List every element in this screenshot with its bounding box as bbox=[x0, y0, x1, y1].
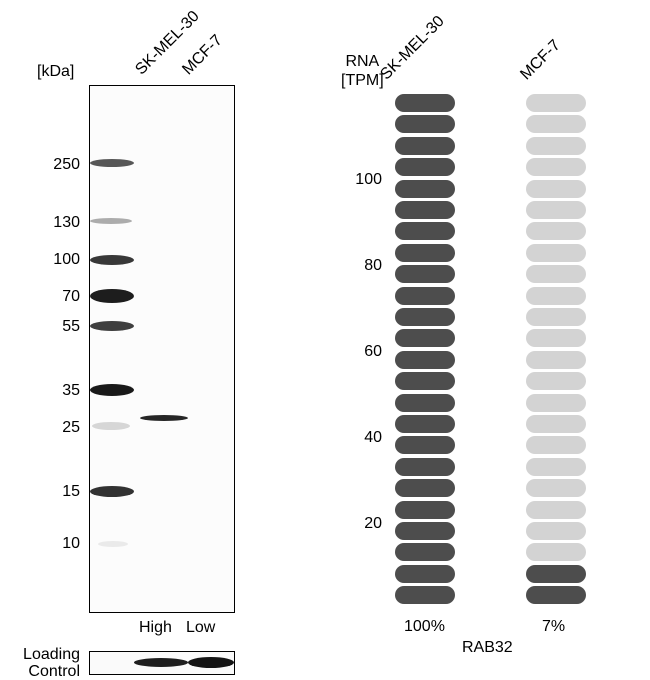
rna-segment-sk-mel-30 bbox=[395, 115, 455, 133]
rna-segment-sk-mel-30 bbox=[395, 351, 455, 369]
loading-band-mcf-7 bbox=[188, 657, 234, 668]
rna-segment-mcf-7 bbox=[526, 158, 586, 176]
rna-segment-mcf-7 bbox=[526, 522, 586, 540]
ladder-band-35 bbox=[90, 384, 134, 396]
rna-segment-mcf-7 bbox=[526, 201, 586, 219]
rna-segment-sk-mel-30 bbox=[395, 543, 455, 561]
marker-label-15: 15 bbox=[62, 483, 80, 500]
rna-axis-label: RNA [TPM] bbox=[341, 53, 384, 89]
rna-segment-mcf-7 bbox=[526, 501, 586, 519]
target-band-sk-mel-30 bbox=[140, 415, 188, 421]
rna-segment-mcf-7 bbox=[526, 394, 586, 412]
rna-segment-mcf-7 bbox=[526, 351, 586, 369]
rna-segment-sk-mel-30 bbox=[395, 586, 455, 604]
rna-segment-sk-mel-30 bbox=[395, 158, 455, 176]
rna-segment-mcf-7 bbox=[526, 137, 586, 155]
rna-segment-sk-mel-30 bbox=[395, 94, 455, 112]
rna-segment-mcf-7 bbox=[526, 115, 586, 133]
rna-sample-label-sk-mel-30: SK-MEL-30 bbox=[377, 12, 448, 84]
rna-segment-sk-mel-30 bbox=[395, 479, 455, 497]
rna-segment-sk-mel-30 bbox=[395, 308, 455, 326]
marker-label-250: 250 bbox=[53, 156, 80, 173]
rna-segment-sk-mel-30 bbox=[395, 201, 455, 219]
ladder-band-15 bbox=[90, 486, 134, 497]
ladder-band-70 bbox=[90, 289, 134, 303]
ladder-band-55 bbox=[90, 321, 134, 331]
loading-control-label: Loading Control bbox=[23, 646, 80, 680]
gene-name: RAB32 bbox=[462, 639, 513, 656]
rna-segment-mcf-7 bbox=[526, 329, 586, 347]
marker-label-55: 55 bbox=[62, 318, 80, 335]
rna-segment-mcf-7 bbox=[526, 543, 586, 561]
marker-label-25: 25 bbox=[62, 419, 80, 436]
rna-segment-sk-mel-30 bbox=[395, 372, 455, 390]
rna-segment-mcf-7 bbox=[526, 308, 586, 326]
loading-control-blot bbox=[89, 651, 235, 675]
marker-label-35: 35 bbox=[62, 382, 80, 399]
rna-segment-sk-mel-30 bbox=[395, 415, 455, 433]
rna-tick-100: 100 bbox=[355, 171, 382, 188]
lane-label-mcf-7: MCF-7 bbox=[179, 31, 226, 79]
ladder-band-10 bbox=[98, 541, 128, 547]
ladder-band-250 bbox=[90, 159, 134, 167]
rna-sample-label-mcf-7: MCF-7 bbox=[517, 36, 564, 84]
rna-tick-40: 40 bbox=[364, 429, 382, 446]
rna-percent-sk-mel-30: 100% bbox=[404, 618, 445, 635]
western-blot-image bbox=[89, 85, 235, 613]
rna-segment-sk-mel-30 bbox=[395, 329, 455, 347]
rna-percent-mcf-7: 7% bbox=[542, 618, 566, 635]
marker-label-130: 130 bbox=[53, 214, 80, 231]
rna-segment-mcf-7 bbox=[526, 372, 586, 390]
kda-unit-label: [kDa] bbox=[37, 63, 75, 80]
rna-segment-mcf-7 bbox=[526, 458, 586, 476]
rna-segment-sk-mel-30 bbox=[395, 265, 455, 283]
rna-tick-20: 20 bbox=[364, 515, 382, 532]
expression-label-low: Low bbox=[186, 619, 216, 636]
rna-segment-sk-mel-30 bbox=[395, 565, 455, 583]
rna-segment-sk-mel-30 bbox=[395, 244, 455, 262]
marker-label-100: 100 bbox=[53, 251, 80, 268]
rna-segment-mcf-7 bbox=[526, 586, 586, 604]
rna-segment-sk-mel-30 bbox=[395, 222, 455, 240]
rna-segment-mcf-7 bbox=[526, 436, 586, 454]
loading-band-sk-mel-30 bbox=[134, 658, 188, 667]
marker-label-70: 70 bbox=[62, 288, 80, 305]
rna-segment-mcf-7 bbox=[526, 180, 586, 198]
rna-tick-80: 80 bbox=[364, 257, 382, 274]
rna-segment-mcf-7 bbox=[526, 222, 586, 240]
rna-segment-sk-mel-30 bbox=[395, 137, 455, 155]
rna-segment-mcf-7 bbox=[526, 287, 586, 305]
rna-bar-sk-mel-30 bbox=[395, 94, 455, 606]
rna-segment-sk-mel-30 bbox=[395, 501, 455, 519]
ladder-band-100 bbox=[90, 255, 134, 265]
ladder-band-25 bbox=[92, 422, 130, 430]
rna-segment-mcf-7 bbox=[526, 415, 586, 433]
rna-segment-sk-mel-30 bbox=[395, 394, 455, 412]
rna-segment-sk-mel-30 bbox=[395, 522, 455, 540]
rna-tick-60: 60 bbox=[364, 343, 382, 360]
rna-segment-sk-mel-30 bbox=[395, 458, 455, 476]
rna-segment-mcf-7 bbox=[526, 479, 586, 497]
rna-segment-sk-mel-30 bbox=[395, 287, 455, 305]
expression-label-high: High bbox=[139, 619, 172, 636]
rna-segment-sk-mel-30 bbox=[395, 180, 455, 198]
rna-segment-mcf-7 bbox=[526, 565, 586, 583]
rna-segment-sk-mel-30 bbox=[395, 436, 455, 454]
ladder-band-130 bbox=[90, 218, 132, 224]
rna-segment-mcf-7 bbox=[526, 94, 586, 112]
rna-segment-mcf-7 bbox=[526, 244, 586, 262]
marker-label-10: 10 bbox=[62, 535, 80, 552]
rna-bar-mcf-7 bbox=[526, 94, 586, 606]
rna-segment-mcf-7 bbox=[526, 265, 586, 283]
